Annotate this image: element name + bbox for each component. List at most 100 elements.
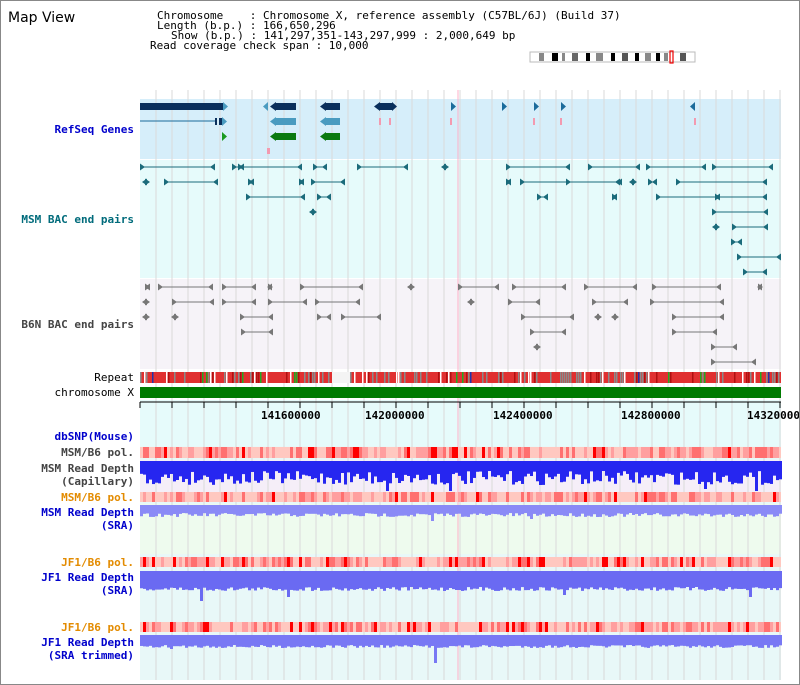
track-label-msm-depth-capillary[interactable]: MSM Read Depth	[41, 462, 134, 475]
pol-bin	[347, 622, 350, 632]
depth-bin	[311, 461, 314, 480]
depth-bin	[608, 505, 611, 517]
jf1-trimmed-depth-track[interactable]	[140, 635, 782, 663]
depth-bin	[332, 635, 335, 648]
track-label-dbsnp[interactable]: dbSNP(Mouse)	[54, 430, 134, 443]
depth-bin	[740, 635, 743, 646]
repeat-element	[638, 372, 640, 383]
pol-bin	[560, 492, 563, 502]
pol-bin	[449, 557, 452, 567]
jf1-sra-depth-track[interactable]	[140, 571, 782, 601]
msm-b6-pol-track-1[interactable]	[140, 447, 781, 458]
depth-bin	[599, 505, 602, 517]
track-label-msm-b6-pol-1[interactable]: MSM/B6 pol.	[61, 446, 134, 459]
depth-bin	[395, 461, 398, 478]
depth-bin	[593, 461, 596, 482]
depth-bin	[377, 635, 380, 648]
depth-bin	[275, 461, 278, 472]
repeat-element	[576, 372, 578, 383]
depth-bin	[698, 635, 701, 646]
repeat-element	[416, 372, 418, 383]
depth-bin	[206, 571, 209, 591]
pol-bin	[419, 447, 422, 458]
msm-bac-pairs[interactable]	[140, 163, 781, 276]
depth-bin	[680, 461, 683, 473]
pol-bin	[212, 557, 215, 567]
chromosome-ideogram[interactable]	[529, 50, 696, 64]
depth-bin	[230, 635, 233, 647]
depth-bin	[140, 635, 143, 646]
refseq-genes[interactable]	[140, 102, 696, 154]
repeat-element	[500, 372, 502, 383]
pol-bin	[251, 557, 254, 567]
jf1-b6-pol-track-2[interactable]	[140, 622, 781, 632]
track-label-jf1-depth-trimmed[interactable]: JF1 Read Depth	[41, 636, 134, 649]
depth-bin	[572, 571, 575, 589]
depth-bin	[722, 571, 725, 591]
msm-sra-depth-track[interactable]	[140, 505, 782, 521]
depth-bin	[158, 461, 161, 484]
pol-bin	[200, 622, 203, 632]
b6n-bac-pair	[494, 283, 499, 291]
repeat-element	[400, 372, 402, 383]
b6n-bac-pair	[171, 313, 176, 321]
depth-bin	[227, 571, 230, 589]
pol-bin	[146, 557, 149, 567]
track-label-jf1-depth-sra[interactable]: JF1 Read Depth	[41, 571, 134, 584]
msm-b6-pol-track-2[interactable]	[140, 492, 781, 502]
tick-label: 142800000	[621, 409, 681, 422]
repeat-element	[210, 372, 212, 383]
chromosome-bar[interactable]	[140, 387, 781, 398]
pol-bin	[641, 557, 644, 567]
repeat-element	[754, 372, 756, 383]
track-label-refseq[interactable]: RefSeq Genes	[54, 123, 134, 136]
depth-bin	[443, 505, 446, 516]
depth-bin	[173, 461, 176, 482]
depth-bin	[539, 461, 542, 485]
depth-bin	[509, 635, 512, 647]
pol-bin	[257, 492, 260, 502]
depth-bin	[749, 505, 752, 516]
msm-capillary-depth-track[interactable]	[140, 461, 782, 491]
repeat-element	[564, 372, 566, 383]
repeat-track[interactable]	[140, 372, 781, 383]
depth-bin	[650, 635, 653, 647]
depth-bin	[374, 635, 377, 648]
depth-bin	[365, 505, 368, 514]
depth-bin	[311, 571, 314, 591]
repeat-element	[670, 372, 672, 383]
repeat-element	[608, 372, 610, 383]
depth-bin	[407, 571, 410, 591]
depth-bin	[440, 505, 443, 514]
pol-bin	[464, 557, 467, 567]
depth-bin	[707, 505, 710, 515]
depth-bin	[734, 635, 737, 646]
depth-bin	[659, 461, 662, 476]
b6n-bac-pairs[interactable]	[142, 283, 763, 366]
depth-bin	[698, 505, 701, 515]
track-label-msm-bac[interactable]: MSM BAC end pairs	[21, 213, 134, 226]
depth-bin	[317, 505, 320, 515]
track-label-jf1-b6-pol-1[interactable]: JF1/B6 pol.	[61, 556, 134, 569]
depth-bin	[560, 571, 563, 590]
track-label-msm-b6-pol-2[interactable]: MSM/B6 pol.	[61, 491, 134, 504]
depth-bin	[176, 571, 179, 590]
track-label-b6n-bac[interactable]: B6N BAC end pairs	[21, 318, 134, 331]
depth-bin	[722, 635, 725, 648]
pol-bin	[716, 447, 719, 458]
depth-bin	[401, 461, 404, 481]
depth-bin	[638, 571, 641, 591]
pol-bin	[500, 447, 503, 458]
depth-bin	[611, 571, 614, 590]
depth-bin	[203, 571, 206, 588]
pol-bin	[161, 557, 164, 567]
depth-bin	[512, 635, 515, 647]
track-label-jf1-b6-pol-2[interactable]: JF1/B6 pol.	[61, 621, 134, 634]
msm-bac-pair	[768, 163, 773, 171]
depth-bin	[332, 461, 335, 484]
b6n-bac-pair	[711, 343, 716, 351]
pol-bin	[182, 622, 185, 632]
track-label-msm-depth-sra[interactable]: MSM Read Depth	[41, 506, 134, 519]
jf1-b6-pol-track-1[interactable]	[140, 557, 781, 567]
